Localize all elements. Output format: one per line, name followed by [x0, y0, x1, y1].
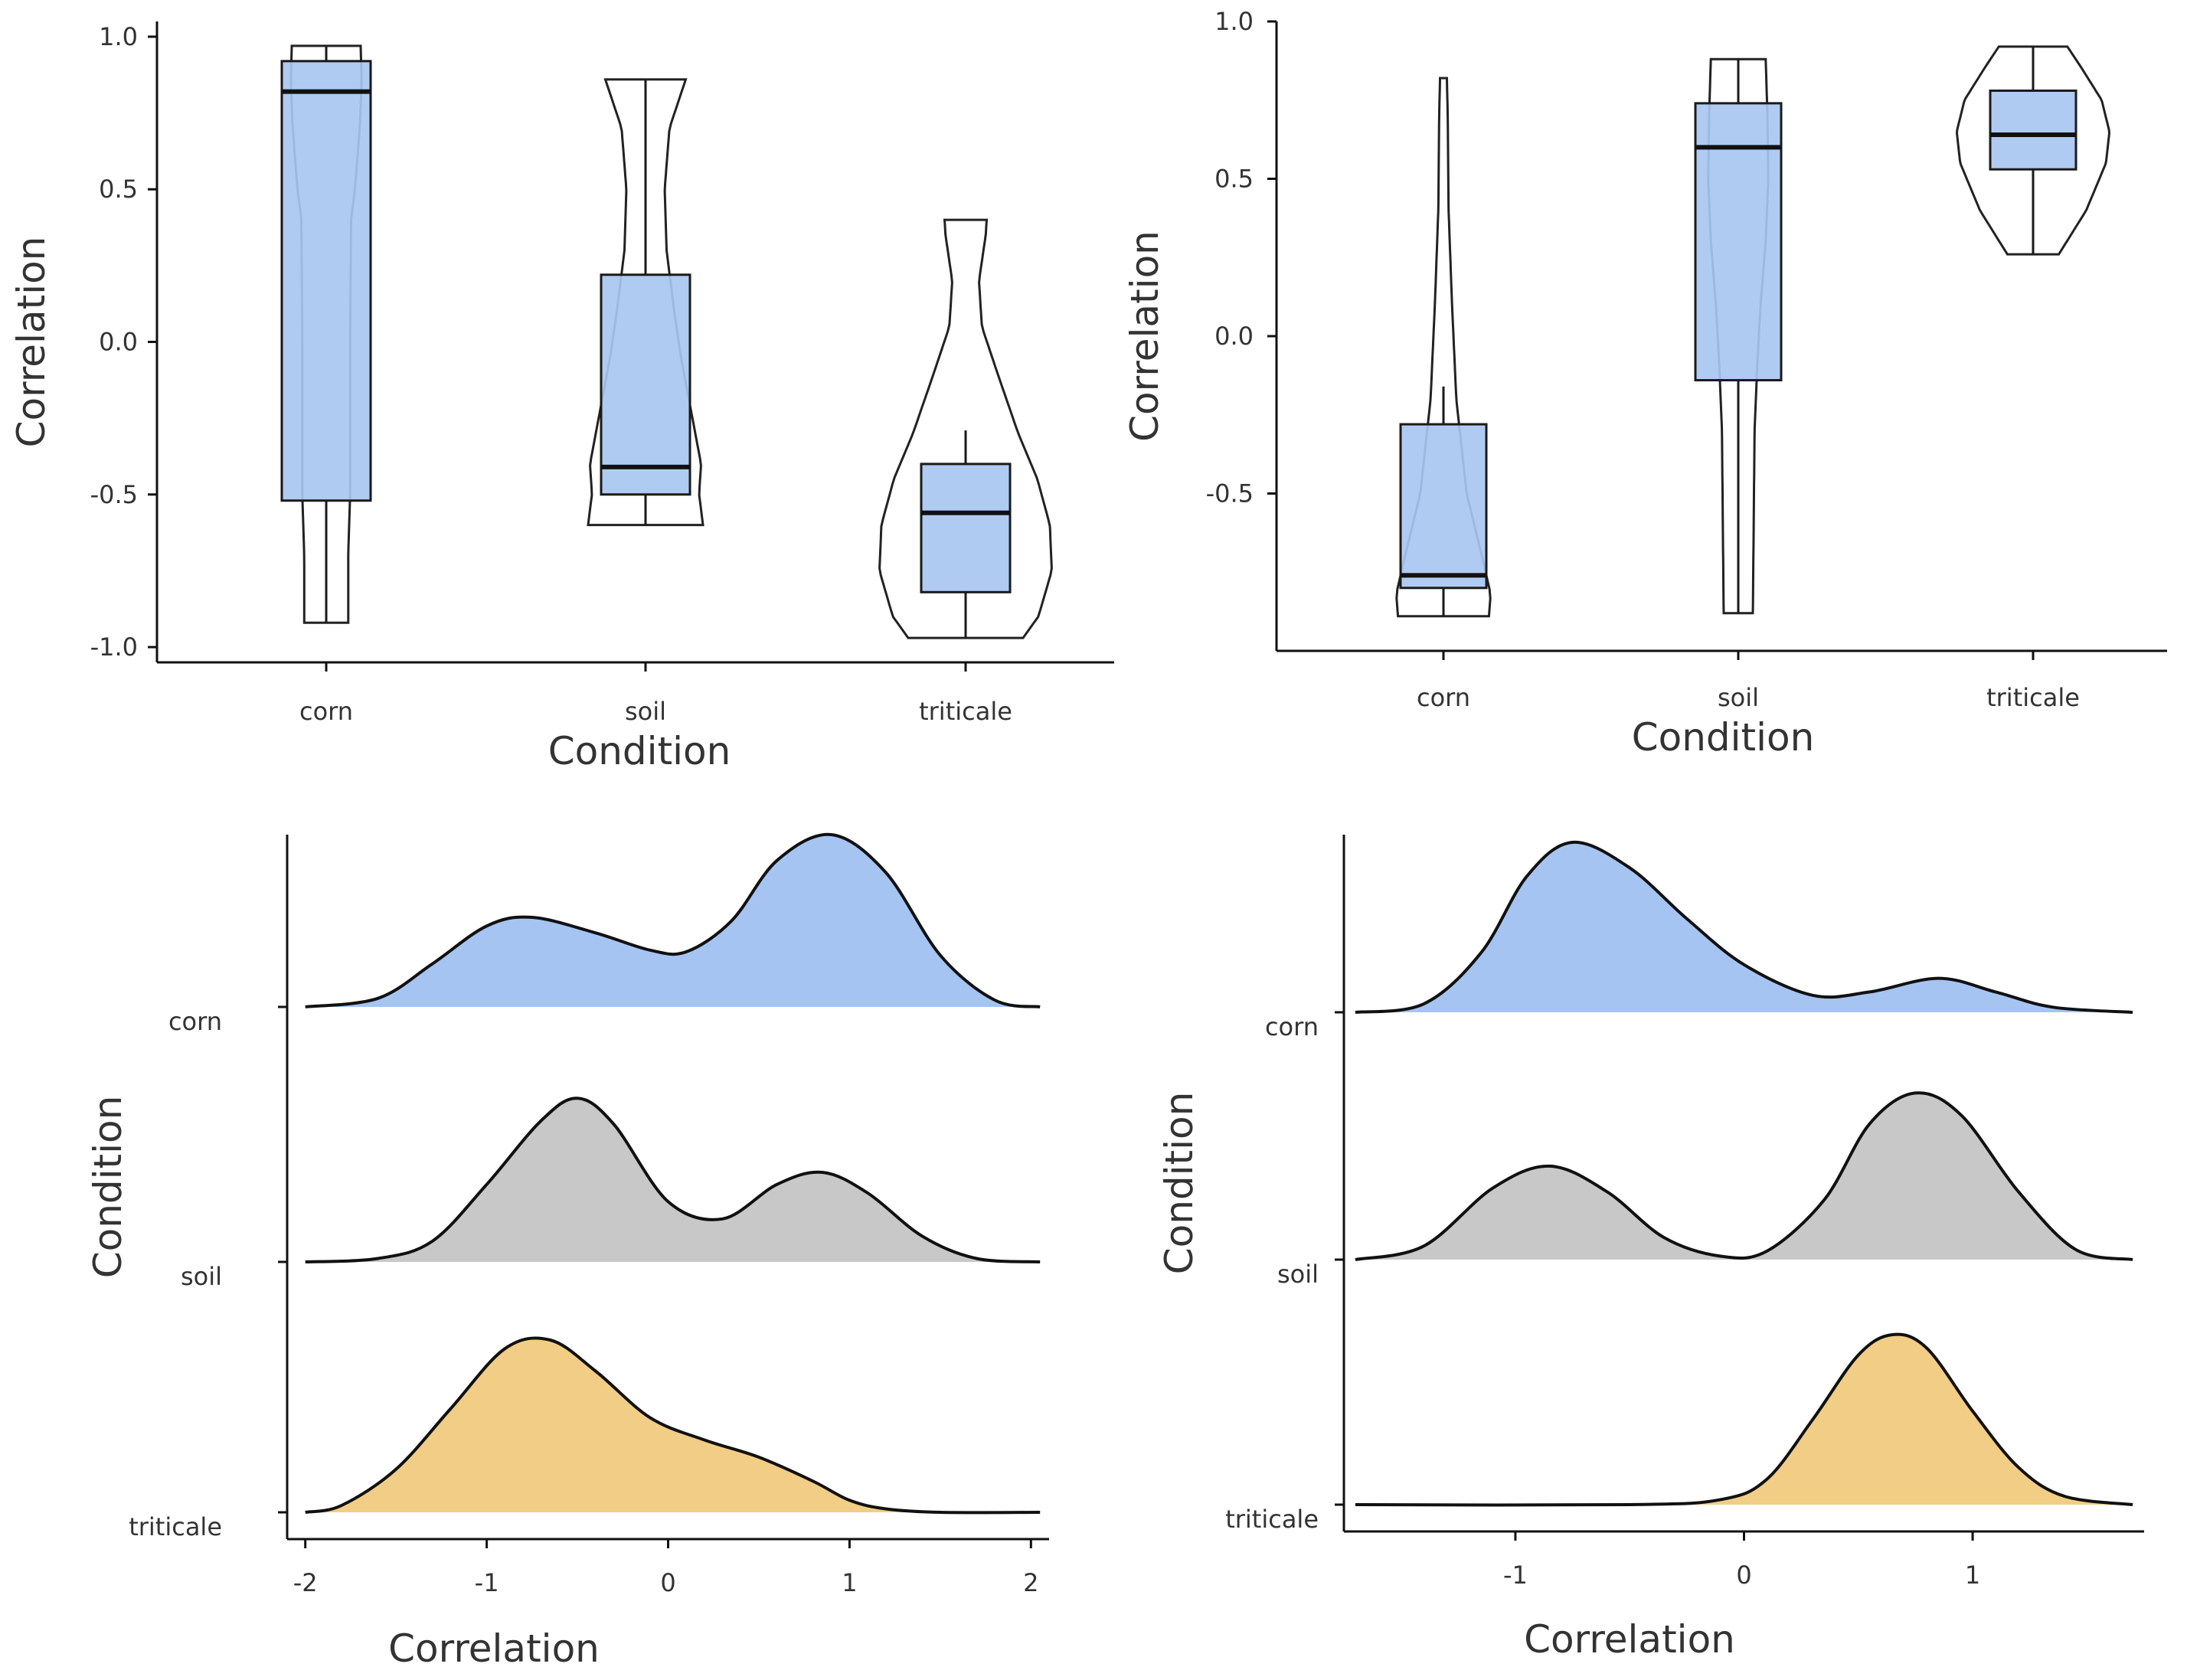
y-tick-label: -0.5	[90, 480, 138, 509]
ridge-line-soil	[1355, 1091, 2133, 1261]
box-triticale	[920, 462, 1012, 593]
x-tick-label: 1	[1965, 1561, 1980, 1590]
x-axis-title: Condition	[1632, 715, 1815, 760]
ridge-fill-corn	[1355, 842, 2133, 1012]
x-axis-title: Condition	[548, 729, 731, 773]
box-triticale	[1989, 89, 2077, 171]
violin-triticale	[878, 218, 1053, 639]
y-tick-label: 0.0	[99, 328, 138, 357]
ridge-line-corn	[1355, 840, 2133, 1014]
x-tick-label: soil	[1718, 683, 1759, 712]
violin-panel-top-right: -0.5 0.0 0.5 1.0 corn soil triticale Condition C…	[1123, 7, 2167, 760]
ridgeline-panel-bottom-right: -1 0 1 Correlation Condition corn soil tritical…	[1157, 835, 2144, 1662]
x-tick-label: triticale	[1986, 683, 2080, 712]
y-tick-label: soil	[1277, 1260, 1319, 1289]
y-tick-label: corn	[168, 1007, 222, 1036]
y-tick-label: 0.5	[1214, 165, 1254, 194]
x-tick-label: -1	[475, 1568, 499, 1597]
x-axis-title: Correlation	[388, 1626, 600, 1671]
ridge-fill-corn	[305, 834, 1041, 1007]
x-tick-label: -2	[293, 1568, 318, 1597]
x-tick-label: corn	[299, 697, 353, 726]
y-axis-title: Condition	[86, 1096, 130, 1279]
y-tick-label: soil	[181, 1262, 222, 1291]
violin-soil	[1707, 57, 1770, 615]
ridge-line-triticale	[305, 1336, 1041, 1515]
y-tick-label: triticale	[1225, 1505, 1319, 1534]
x-tick-label: 0	[660, 1568, 675, 1597]
violin-panel-top-left: -1.0 -0.5 0.0 0.5 1.0 corn soil triticale Condit…	[9, 21, 1114, 773]
ridge-fill-triticale	[1355, 1334, 2133, 1505]
box-soil	[1694, 102, 1783, 382]
box-soil	[600, 273, 691, 496]
y-tick-label: corn	[1265, 1012, 1319, 1041]
y-axis-title: Condition	[1157, 1092, 1201, 1275]
ridge-fill-soil	[1355, 1093, 2133, 1260]
y-tick-label: 0.0	[1214, 322, 1254, 351]
ridge-fill-soil	[305, 1098, 1041, 1262]
y-axis-title: Correlation	[1123, 230, 1167, 442]
x-tick-label: -1	[1503, 1561, 1528, 1590]
y-tick-label: triticale	[129, 1512, 222, 1541]
y-tick-label: -0.5	[1206, 479, 1254, 508]
y-tick-label: -1.0	[90, 632, 138, 662]
y-axis-title: Correlation	[9, 237, 54, 448]
box-corn	[280, 60, 372, 502]
y-tick-label: 0.5	[99, 175, 138, 204]
x-tick-label: soil	[625, 697, 666, 726]
violin-triticale	[1955, 45, 2111, 256]
ridge-line-triticale	[1355, 1332, 2133, 1507]
x-tick-label: 2	[1023, 1568, 1038, 1597]
x-tick-label: corn	[1417, 683, 1470, 712]
box-corn	[1399, 423, 1488, 590]
y-tick-label: 1.0	[99, 22, 138, 51]
x-axis-title: Correlation	[1524, 1617, 1735, 1662]
x-tick-label: 0	[1736, 1561, 1751, 1590]
ridgeline-panel-bottom-left: -2 -1 0 1 2 Correlation Condition corn soil triti…	[86, 832, 1049, 1671]
x-tick-label: 1	[842, 1568, 857, 1597]
ridge-fill-triticale	[305, 1338, 1041, 1513]
y-tick-label: 1.0	[1214, 7, 1254, 36]
ridge-line-corn	[305, 832, 1041, 1008]
x-tick-label: triticale	[919, 697, 1012, 726]
ridge-line-soil	[305, 1097, 1041, 1263]
